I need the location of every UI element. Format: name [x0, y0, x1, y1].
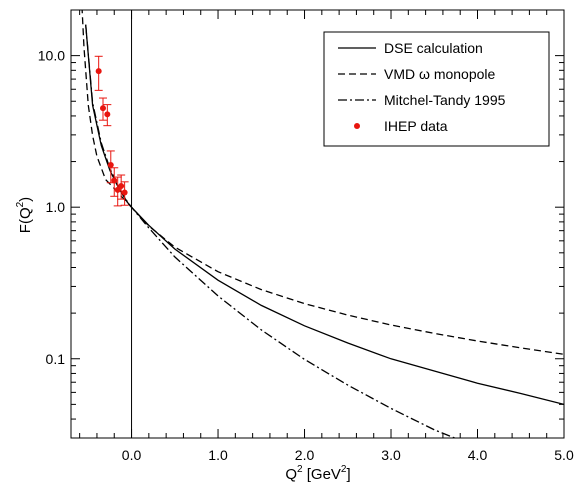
- plot-frame: [70, 9, 565, 439]
- legend-label-data: IHEP data: [384, 118, 448, 134]
- data-point: [111, 177, 118, 184]
- x-tick-label: 2.0: [295, 447, 315, 463]
- legend-box: [323, 31, 550, 147]
- series-line-2: [81, 10, 564, 355]
- y-tick-label: 1.0: [46, 199, 66, 215]
- x-tick-label: 3.0: [381, 447, 401, 463]
- data-point: [100, 105, 107, 112]
- x-axis-label: Q2 [GeV2]: [285, 464, 350, 483]
- data-point: [95, 68, 102, 75]
- data-point: [107, 161, 114, 168]
- x-tick-label: 5.0: [554, 447, 574, 463]
- data-point: [121, 189, 128, 196]
- data-point: [104, 111, 111, 118]
- y-tick-label: 0.1: [46, 351, 66, 367]
- data-point: [118, 182, 125, 189]
- legend-label-2: VMD ω monopole: [384, 66, 496, 82]
- x-tick-label: 1.0: [208, 447, 228, 463]
- y-axis-label: F(Q2): [15, 197, 34, 233]
- x-tick-label: 4.0: [468, 447, 488, 463]
- data-point: [114, 186, 121, 193]
- legend: DSE calculation VMD ω monopole Mitchel-Tan…: [323, 31, 550, 147]
- legend-label-1: DSE calculation: [384, 40, 483, 56]
- legend-label-3: Mitchel-Tandy 1995: [384, 92, 506, 108]
- plot-area: [81, 10, 564, 438]
- axes: 0.0 1.0 2.0 3.0 4.0 5.0 0.1 1.0 10.0: [38, 9, 574, 463]
- y-tick-label: 10.0: [38, 48, 65, 64]
- x-tick-label: 0.0: [122, 447, 142, 463]
- series-line-3: [85, 24, 457, 438]
- legend-marker-data: [354, 123, 360, 129]
